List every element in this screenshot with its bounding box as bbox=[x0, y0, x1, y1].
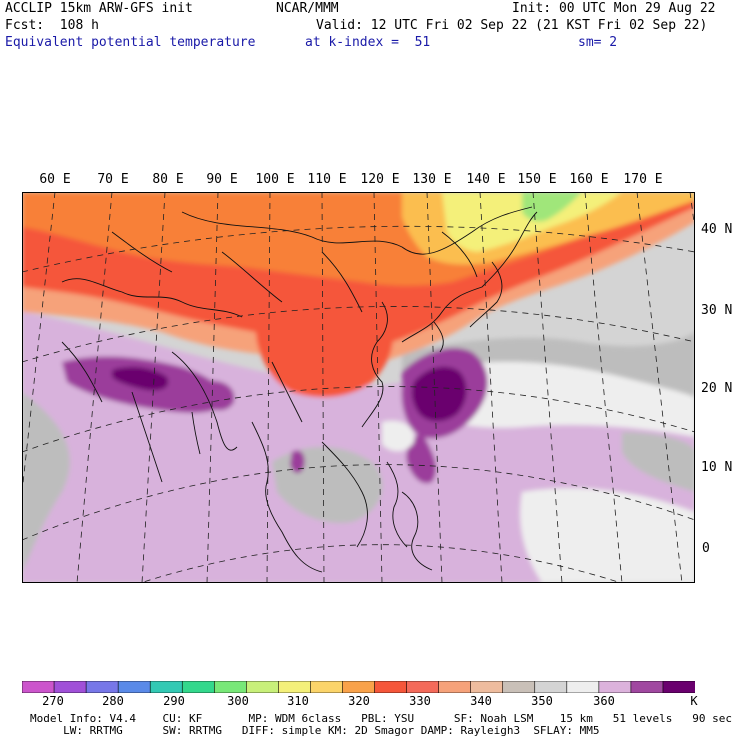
colorbar-swatch bbox=[149, 681, 184, 693]
map-frame bbox=[22, 192, 695, 583]
longitude-label: 170 E bbox=[623, 172, 663, 187]
green-patch bbox=[522, 192, 582, 222]
indochina-convection bbox=[290, 450, 305, 474]
longitude-label: 110 E bbox=[307, 172, 347, 187]
colorbar-swatch bbox=[470, 681, 504, 693]
colorbar-swatch bbox=[117, 681, 151, 693]
colorbar-tick-label: 290 bbox=[163, 694, 185, 708]
level-label: at k-index = 51 bbox=[305, 35, 431, 50]
colorbar bbox=[22, 681, 695, 693]
light-band bbox=[442, 361, 695, 437]
longitude-label: 130 E bbox=[412, 172, 452, 187]
longitude-label: 150 E bbox=[517, 172, 557, 187]
colorbar-tick-label: 350 bbox=[531, 694, 553, 708]
colorbar-tick-label: 310 bbox=[287, 694, 309, 708]
latitude-line bbox=[22, 386, 695, 453]
longitude-label: 140 E bbox=[466, 172, 506, 187]
header-valid-time: Valid: 12 UTC Fri 02 Sep 22 (21 KST Fri … bbox=[316, 18, 708, 33]
colorbar-swatch bbox=[630, 681, 664, 693]
light-southeast bbox=[520, 488, 695, 583]
longitude-label: 60 E bbox=[39, 172, 71, 187]
model-info-line2: LW: RRTMG SW: RRTMG DIFF: simple KM: 2D … bbox=[30, 724, 600, 737]
gray-east bbox=[622, 432, 695, 492]
header-init-time: Init: 00 UTC Mon 29 Aug 22 bbox=[512, 1, 716, 16]
colorbar-tick-label: 320 bbox=[348, 694, 370, 708]
colorbar-tick-label: 300 bbox=[227, 694, 249, 708]
colorbar-swatch bbox=[374, 681, 408, 693]
longitude-label: 160 E bbox=[569, 172, 609, 187]
typhoon-band bbox=[406, 432, 437, 484]
latitude-line bbox=[22, 464, 695, 541]
longitude-label: 120 E bbox=[360, 172, 400, 187]
colorbar-tick-label: 270 bbox=[42, 694, 64, 708]
colorbar-swatch bbox=[85, 681, 119, 693]
colorbar-swatch bbox=[246, 681, 280, 693]
colorbar-swatch bbox=[181, 681, 216, 693]
yellow-zone bbox=[442, 192, 622, 252]
field-title: Equivalent potential temperature bbox=[5, 35, 256, 50]
colorbar-swatch bbox=[278, 681, 312, 693]
colorbar-swatch bbox=[534, 681, 568, 693]
colorbar-swatch bbox=[566, 681, 600, 693]
typhoon-swirl bbox=[382, 420, 415, 452]
header-model-title: ACCLIP 15km ARW-GFS init bbox=[5, 1, 193, 16]
typhoon-core bbox=[411, 366, 467, 422]
header-organization: NCAR/MMM bbox=[276, 1, 339, 16]
colorbar-tick-label: 340 bbox=[470, 694, 492, 708]
latitude-label: 10 N bbox=[701, 460, 733, 475]
equivalent-potential-temperature-map bbox=[22, 192, 695, 583]
longitude-label: 90 E bbox=[206, 172, 238, 187]
latitude-label: 30 N bbox=[701, 303, 733, 318]
colorbar-swatch bbox=[406, 681, 440, 693]
colorbar-swatch bbox=[502, 681, 536, 693]
colorbar-tick-label: 280 bbox=[102, 694, 124, 708]
colorbar-tick-label: 330 bbox=[409, 694, 431, 708]
colorbar-swatch bbox=[342, 681, 376, 693]
colorbar-unit: K bbox=[690, 694, 698, 708]
colorbar-swatch bbox=[213, 681, 248, 693]
colorbar-tick-label: 360 bbox=[593, 694, 615, 708]
longitude-label: 100 E bbox=[255, 172, 295, 187]
latitude-label: 20 N bbox=[701, 381, 733, 396]
colorbar-swatch bbox=[22, 681, 55, 693]
coastlines bbox=[61, 206, 538, 573]
colorbar-swatch bbox=[438, 681, 472, 693]
latitude-label: 40 N bbox=[701, 222, 733, 237]
colorbar-swatch bbox=[598, 681, 632, 693]
latitude-line bbox=[22, 306, 695, 363]
colorbar-swatch bbox=[53, 681, 87, 693]
gray-west bbox=[22, 392, 70, 572]
colorbar-swatch bbox=[662, 681, 695, 693]
model-info-line1: Model Info: V4.4 CU: KF MP: WDM 6class P… bbox=[30, 712, 732, 725]
longitude-label: 70 E bbox=[97, 172, 129, 187]
latitude-label: 0 bbox=[702, 541, 710, 556]
colorbar-swatch bbox=[310, 681, 344, 693]
header-forecast-hour: Fcst: 108 h bbox=[5, 18, 99, 33]
longitude-label: 80 E bbox=[152, 172, 184, 187]
smoothing-label: sm= 2 bbox=[578, 35, 618, 50]
graticule-lines bbox=[22, 192, 695, 583]
